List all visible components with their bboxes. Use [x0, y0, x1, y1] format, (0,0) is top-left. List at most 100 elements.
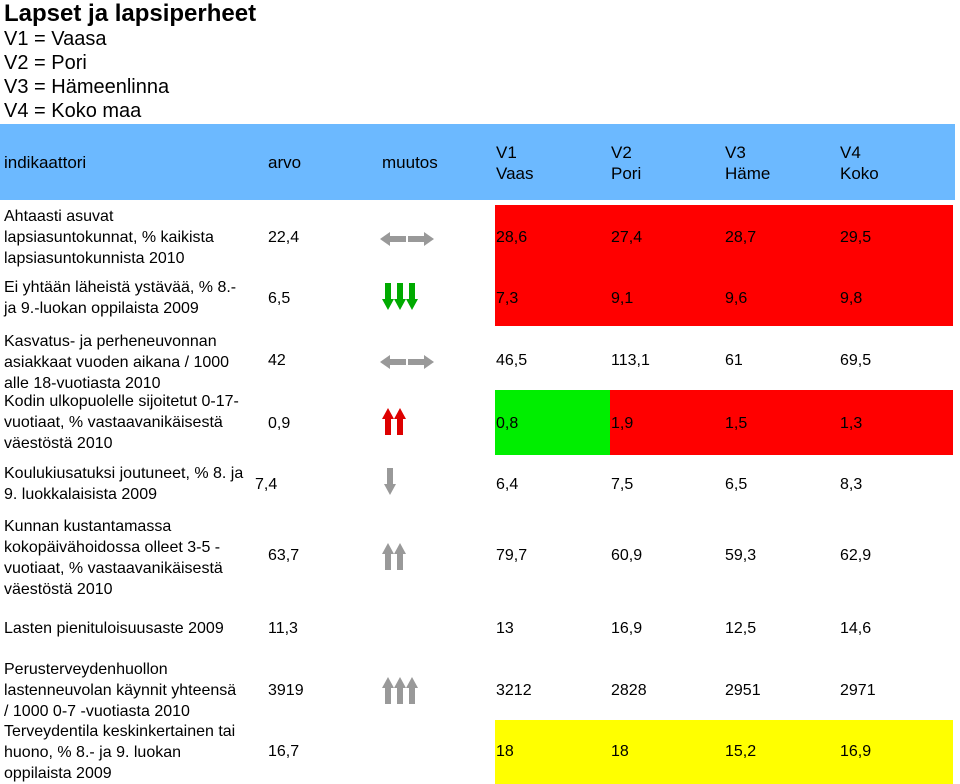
header-v4: V4 Koko [840, 142, 879, 184]
row-2-label-line: Ei yhtään läheistä ystävää, % 8.- [4, 279, 237, 296]
row-1-v4: 29,5 [840, 229, 872, 246]
row-3-v4: 69,5 [840, 352, 872, 369]
row-8-label-line: lastenneuvolan käynnit yhteensä [4, 682, 237, 699]
row-2-v4: 9,8 [840, 290, 863, 307]
row-2-value: 6,5 [268, 290, 291, 307]
header-v4-code: V4 [840, 143, 861, 162]
row-1-value: 22,4 [268, 229, 300, 246]
row-7-label: Lasten pienituloisuusaste 2009 [4, 618, 224, 639]
row-1-label-line: lapsiasuntokunnat, % kaikista [4, 229, 214, 246]
row-9-label-line: oppilaista 2009 [4, 765, 112, 782]
row-4-label-line: Kodin ulkopuolelle sijoitetut 0-17- [4, 393, 239, 410]
row-6-label-line: kokopäivähoidossa olleet 3-5 - [4, 539, 221, 556]
row-2-v3: 9,6 [725, 290, 748, 307]
row-2-label: Ei yhtään läheistä ystävää, % 8.- ja 9.-… [4, 277, 236, 319]
row-1-v3: 28,7 [725, 229, 757, 246]
row-4-v3: 1,5 [725, 415, 748, 432]
header-indicator: indikaattori [4, 153, 87, 172]
flat-arrow-icon [380, 232, 434, 246]
up-arrows-red-icon [382, 408, 406, 435]
row-8-label: Perusterveydenhuollon lastenneuvolan käy… [4, 659, 236, 722]
row-9-label: Terveydentila keskinkertainen tai huono,… [4, 721, 235, 784]
row-5-v3: 6,5 [725, 476, 748, 493]
row-8-v2: 2828 [611, 682, 647, 699]
row-9-v3: 15,2 [725, 743, 757, 760]
row-8-v3: 2951 [725, 682, 761, 699]
row-2-label-line: ja 9.-luokan oppilaista 2009 [4, 300, 199, 317]
header-v3-name: Häme [725, 164, 771, 183]
row-5-label: Koulukiusatuksi joutuneet, % 8. ja 9. lu… [4, 463, 243, 505]
row-4-label-line: väestöstä 2010 [4, 435, 113, 452]
band-red-row-4 [610, 390, 953, 455]
row-3-v2: 113,1 [611, 352, 650, 369]
row-3-value: 42 [268, 352, 286, 369]
table-header: indikaattori arvo muutos V1 Vaas V2 Pori… [0, 124, 955, 200]
row-6-value: 63,7 [268, 547, 300, 564]
legend-v2: V2 = Pori [4, 52, 87, 74]
row-9-v2: 18 [611, 743, 629, 760]
row-1-v2: 27,4 [611, 229, 643, 246]
row-9-value: 16,7 [268, 743, 300, 760]
row-4-value: 0,9 [268, 415, 291, 432]
row-8-label-line: Perusterveydenhuollon [4, 661, 168, 678]
band-yellow-row-9 [495, 720, 953, 784]
row-5-v4: 8,3 [840, 476, 863, 493]
header-v3-code: V3 [725, 143, 746, 162]
row-7-v3: 12,5 [725, 620, 757, 637]
row-4-v4: 1,3 [840, 415, 863, 432]
row-3-label-line: asiakkaat vuoden aikana / 1000 [4, 354, 230, 371]
header-v1-name: Vaas [496, 164, 534, 183]
row-5-label-line: Koulukiusatuksi joutuneet, % 8. ja [4, 465, 244, 482]
row-7-v4: 14,6 [840, 620, 872, 637]
row-7-value: 11,3 [268, 620, 298, 637]
page-title: Lapset ja lapsiperheet [4, 0, 257, 27]
header-v2-name: Pori [611, 164, 642, 183]
row-1-label: Ahtaasti asuvat lapsiasuntokunnat, % kai… [4, 206, 214, 269]
band-green-row-4 [495, 390, 610, 455]
row-6-label: Kunnan kustantamassa kokopäivähoidossa o… [4, 516, 223, 600]
row-4-label-line: vuotiaat, % vastaavanikäisestä [4, 414, 223, 431]
row-6-label-line: Kunnan kustantamassa [4, 518, 172, 535]
row-7-label-line: Lasten pienituloisuusaste 2009 [4, 620, 224, 637]
row-2-v1: 7,3 [496, 290, 519, 307]
row-9-label-line: Terveydentila keskinkertainen tai [4, 723, 236, 740]
up-arrows-grey-icon [382, 543, 406, 570]
up-arrows-grey-icon [382, 677, 418, 704]
row-5-v1: 6,4 [496, 476, 519, 493]
header-value: arvo [268, 153, 302, 172]
row-1-label-line: Ahtaasti asuvat [4, 208, 114, 225]
row-3-v1: 46,5 [496, 352, 528, 369]
row-1-v1: 28,6 [496, 229, 528, 246]
row-1-label-line: lapsiasuntokunnista 2010 [4, 250, 185, 267]
row-8-value: 3919 [268, 682, 304, 699]
row-2-v2: 9,1 [611, 290, 634, 307]
row-5-label-line: 9. luokkalaisista 2009 [4, 486, 157, 503]
row-5-value: 7,4 [255, 476, 278, 493]
header-v3: V3 Häme [725, 142, 770, 184]
row-8-label-line: / 1000 0-7 -vuotiasta 2010 [4, 703, 190, 720]
header-v2: V2 Pori [611, 142, 641, 184]
header-v1: V1 Vaas [496, 142, 534, 184]
header-v2-code: V2 [611, 143, 632, 162]
row-3-label-line: alle 18-vuotiasta 2010 [4, 375, 161, 392]
row-6-v3: 59,3 [725, 547, 757, 564]
row-4-label: Kodin ulkopuolelle sijoitetut 0-17- vuot… [4, 391, 239, 454]
header-v4-name: Koko [840, 164, 879, 183]
row-7-v1: 13 [496, 620, 514, 637]
row-3-label: Kasvatus- ja perheneuvonnan asiakkaat vu… [4, 331, 229, 394]
row-9-v4: 16,9 [840, 743, 872, 760]
row-6-v4: 62,9 [840, 547, 872, 564]
legend-v4: V4 = Koko maa [4, 100, 142, 122]
row-4-v2: 1,9 [611, 415, 634, 432]
row-3-label-line: Kasvatus- ja perheneuvonnan [4, 333, 217, 350]
row-8-v1: 3212 [496, 682, 532, 699]
band-red-rows-1-2 [495, 205, 953, 326]
row-6-v2: 60,9 [611, 547, 643, 564]
header-change: muutos [382, 153, 438, 172]
row-9-v1: 18 [496, 743, 514, 760]
row-6-v1: 79,7 [496, 547, 528, 564]
down-arrows-green-icon [382, 283, 418, 310]
legend-v3: V3 = Hämeenlinna [4, 76, 170, 98]
row-8-v4: 2971 [840, 682, 876, 699]
row-6-label-line: vuotiaat, % vastaavanikäisestä [4, 560, 223, 577]
